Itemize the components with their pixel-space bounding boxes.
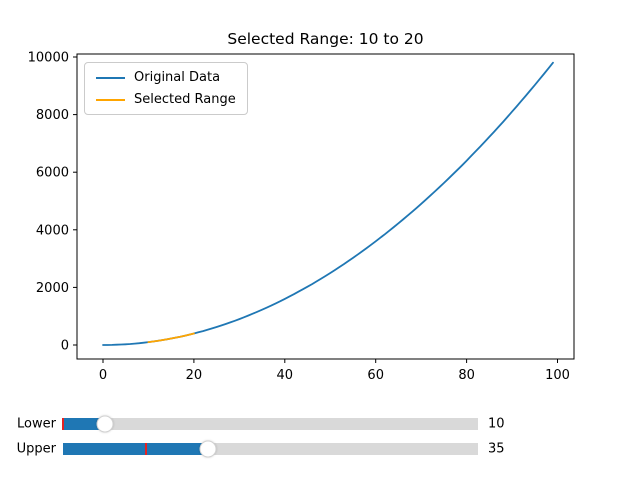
svg-text:0: 0	[99, 368, 107, 383]
lower-slider-handle[interactable]	[96, 415, 113, 433]
legend-line-sample-original	[96, 76, 125, 79]
svg-text:20: 20	[186, 368, 203, 383]
lower-slider-label: Lower	[17, 416, 56, 432]
upper-slider-fill	[63, 443, 209, 455]
legend-item-original-data: Original Data	[96, 70, 236, 85]
svg-text:10000: 10000	[28, 51, 69, 66]
legend-label-original: Original Data	[134, 70, 221, 85]
svg-text:6000: 6000	[36, 166, 69, 181]
chart-title: Selected Range: 10 to 20	[227, 30, 424, 48]
svg-text:100: 100	[545, 368, 570, 383]
legend-label-selected: Selected Range	[134, 92, 236, 107]
legend: Original Data Selected Range	[84, 62, 248, 115]
lower-slider-fill	[63, 418, 105, 430]
svg-text:60: 60	[367, 368, 384, 383]
legend-line-sample-selected	[96, 98, 125, 101]
lower-slider-init-marker	[62, 418, 64, 430]
svg-text:8000: 8000	[36, 108, 69, 123]
upper-slider-handle[interactable]	[199, 440, 217, 458]
upper-slider-init-marker	[145, 443, 147, 455]
svg-text:40: 40	[277, 368, 294, 383]
svg-text:4000: 4000	[36, 223, 69, 238]
lower-slider-track[interactable]	[62, 415, 478, 433]
legend-item-selected-range: Selected Range	[96, 92, 236, 107]
upper-slider-label: Upper	[16, 441, 56, 457]
svg-text:2000: 2000	[36, 281, 69, 296]
lower-slider-value: 10	[488, 416, 505, 432]
lower-slider[interactable]: Lower 10	[17, 415, 505, 433]
svg-text:80: 80	[458, 368, 475, 383]
upper-slider-track[interactable]	[63, 440, 478, 458]
upper-slider-value: 35	[488, 441, 505, 457]
upper-slider[interactable]: Upper 35	[17, 440, 505, 458]
svg-text:0: 0	[61, 339, 69, 354]
